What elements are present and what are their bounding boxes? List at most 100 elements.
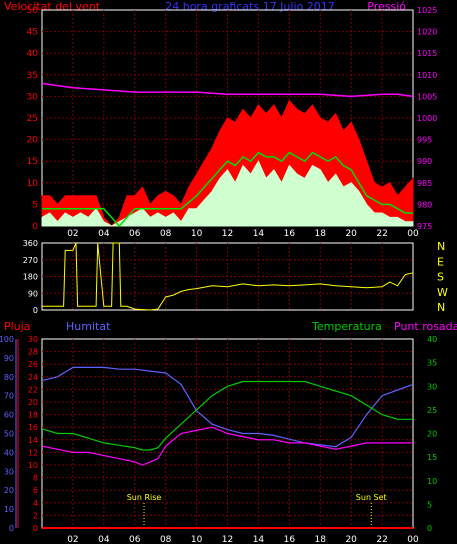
wind-y-tick: 40 <box>27 49 39 59</box>
humidity-y-tick: 10 <box>28 461 38 470</box>
wind-direction-line <box>42 242 414 311</box>
humidity-y-tick: 6 <box>33 486 38 495</box>
wind-y-tick: 20 <box>27 136 39 146</box>
temperature-y-tick: 40 <box>427 335 437 344</box>
humidity-y-tick: 24 <box>28 373 38 382</box>
chart-date-title: 24 hora graficats 17 Julio 2017 <box>165 0 335 13</box>
rain-y-tick: 50 <box>4 430 14 439</box>
temperature-label: Temperatura <box>311 320 382 333</box>
pressure-y-tick: 1020 <box>417 28 437 37</box>
wind-speed-title: Velocitat del vent <box>4 0 101 13</box>
dewpoint-line <box>41 426 413 466</box>
rain-y-tick: 60 <box>4 411 14 420</box>
direction-y-tick: 180 <box>23 273 38 282</box>
sun-marker-label: Sun Set <box>356 493 387 502</box>
dewpoint-label: Punt rosada <box>394 320 457 333</box>
pressure-y-tick: 1010 <box>417 71 437 80</box>
rain-y-tick: 10 <box>4 505 14 514</box>
wind-y-tick: 45 <box>27 28 38 38</box>
pressure-y-tick: 975 <box>417 222 432 231</box>
wind-y-tick: 0 <box>32 222 38 232</box>
pressure-title: Pressió <box>367 0 406 13</box>
humidity-y-tick: 12 <box>28 448 38 457</box>
humidity-y-tick: 22 <box>28 385 38 394</box>
temp-x-tick: 16 <box>284 535 296 544</box>
temperature-y-tick: 5 <box>427 500 432 509</box>
compass-label: N <box>437 240 445 253</box>
direction-y-tick: 270 <box>23 256 38 265</box>
compass-label: N <box>437 301 445 314</box>
temp-x-tick: 14 <box>253 535 265 544</box>
rain-y-tick: 20 <box>4 486 14 495</box>
temperature-y-tick: 15 <box>427 453 437 462</box>
temp-x-tick: 20 <box>345 535 357 544</box>
temp-x-tick: 02 <box>67 535 78 544</box>
wind-y-tick: 10 <box>27 179 39 189</box>
pressure-y-tick: 985 <box>417 179 432 188</box>
direction-y-tick: 90 <box>28 289 38 298</box>
temp-x-tick: 12 <box>222 535 233 544</box>
wind-speed-area <box>41 160 414 227</box>
rain-y-tick: 40 <box>4 448 14 457</box>
temperature-y-tick: 30 <box>427 382 437 391</box>
wind-x-tick: 14 <box>253 229 265 239</box>
rain-label: Pluja <box>4 320 30 333</box>
wind-x-tick: 10 <box>191 229 203 239</box>
wind-x-tick: 16 <box>284 229 296 239</box>
rain-y-tick: 70 <box>4 392 14 401</box>
wind-average-line <box>42 151 413 228</box>
humidity-line <box>41 366 414 448</box>
compass-label: S <box>437 271 444 284</box>
humidity-y-tick: 2 <box>33 511 38 520</box>
humidity-y-tick: 0 <box>33 524 38 533</box>
direction-y-tick: 0 <box>33 306 38 315</box>
humidity-y-tick: 18 <box>28 411 38 420</box>
wind-y-tick: 50 <box>27 6 39 16</box>
wind-x-tick: 08 <box>160 229 172 239</box>
temperature-y-tick: 20 <box>427 430 437 439</box>
wind-y-tick: 5 <box>32 200 38 210</box>
pressure-y-tick: 980 <box>417 200 432 209</box>
rain-y-tick: 0 <box>9 524 14 533</box>
direction-y-tick: 360 <box>23 239 38 248</box>
humidity-label: Humitat <box>66 320 111 333</box>
pressure-line <box>41 82 414 98</box>
compass-label: E <box>437 255 444 268</box>
temperature-y-tick: 0 <box>427 524 432 533</box>
wind-x-tick: 04 <box>98 229 110 239</box>
pressure-y-tick: 1005 <box>417 92 437 101</box>
temp-x-tick: 00 <box>407 535 419 544</box>
sun-marker-label: Sun Rise <box>127 493 162 502</box>
temperature-y-tick: 10 <box>427 477 437 486</box>
pressure-y-tick: 990 <box>417 157 432 166</box>
wind-y-tick: 35 <box>27 71 38 81</box>
humidity-y-tick: 14 <box>28 436 38 445</box>
humidity-y-tick: 20 <box>28 398 38 407</box>
pressure-y-tick: 1000 <box>417 114 437 123</box>
temperature-line <box>41 380 413 451</box>
temp-x-tick: 06 <box>129 535 141 544</box>
humidity-y-tick: 4 <box>33 499 38 508</box>
rain-y-tick: 30 <box>4 467 14 476</box>
pressure-y-tick: 995 <box>417 136 432 145</box>
wind-y-tick: 15 <box>27 157 38 167</box>
temp-x-tick: 08 <box>160 535 172 544</box>
wind-x-tick: 02 <box>67 229 78 239</box>
wind-x-tick: 12 <box>222 229 233 239</box>
wind-x-tick: 20 <box>345 229 357 239</box>
wind-y-tick: 30 <box>27 92 39 102</box>
wind-x-tick: 18 <box>315 229 327 239</box>
compass-label: W <box>437 286 448 299</box>
humidity-y-tick: 28 <box>28 348 38 357</box>
temperature-y-tick: 35 <box>427 359 437 368</box>
rain-y-tick: 90 <box>4 354 14 363</box>
humidity-y-tick: 30 <box>28 335 38 344</box>
temperature-y-tick: 25 <box>427 406 437 415</box>
pressure-y-tick: 1015 <box>417 49 437 58</box>
humidity-y-tick: 8 <box>33 474 38 483</box>
wind-x-tick: 06 <box>129 229 141 239</box>
temp-x-tick: 10 <box>191 535 203 544</box>
pressure-y-tick: 1025 <box>417 6 437 15</box>
humidity-y-tick: 16 <box>28 423 38 432</box>
